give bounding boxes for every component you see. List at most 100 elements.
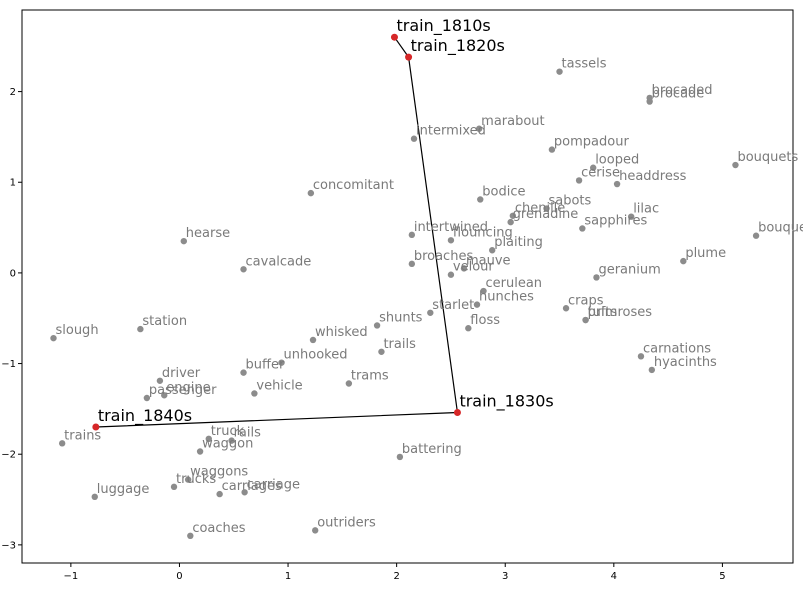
word-point	[408, 231, 416, 239]
trajectory-point	[92, 423, 100, 431]
word-label: passenger	[149, 383, 217, 398]
word-label: velour	[453, 260, 494, 275]
x-tick-label: 2	[393, 571, 399, 582]
word-label: waggons	[190, 465, 248, 480]
x-tick-label: 0	[176, 571, 182, 582]
word-label: waggon	[202, 436, 253, 451]
word-point	[196, 448, 204, 455]
word-point	[311, 527, 319, 534]
word-point	[91, 493, 98, 501]
word-point	[58, 440, 66, 447]
word-label: flouncing	[453, 225, 513, 240]
trajectory-label: train_1810s	[396, 16, 490, 36]
word-label: coaches	[192, 521, 245, 536]
y-tick-label: −1	[1, 359, 16, 370]
word-label: bouquet	[758, 221, 803, 236]
word-point	[396, 453, 404, 461]
word-point	[184, 476, 192, 483]
word-label: rails	[234, 426, 262, 441]
word-point	[646, 98, 653, 105]
word-point	[241, 489, 248, 496]
word-point	[543, 205, 550, 212]
word-label: plume	[685, 246, 726, 261]
word-label: trails	[383, 337, 416, 352]
x-tick-label: 1	[285, 571, 291, 582]
trajectory-point	[390, 33, 398, 41]
word-label: plaiting	[494, 235, 543, 250]
word-point	[228, 437, 235, 444]
word-point	[480, 287, 487, 295]
word-point	[752, 232, 760, 239]
x-tick-label: 3	[502, 571, 508, 582]
word-point	[589, 164, 597, 171]
word-point	[648, 366, 656, 374]
word-label: shunts	[379, 310, 423, 325]
word-point	[240, 369, 247, 376]
y-tick-label: −2	[1, 450, 16, 461]
word-point	[447, 271, 455, 278]
word-label: hearse	[186, 226, 230, 241]
word-point	[548, 146, 556, 153]
word-point	[465, 325, 472, 332]
word-point	[410, 135, 418, 142]
trajectory-point	[405, 53, 413, 61]
word-point	[613, 180, 621, 188]
trajectory-path	[95, 36, 459, 428]
word-label: sapphires	[584, 213, 647, 228]
word-label: engine	[166, 380, 210, 395]
word-label: cerise	[581, 165, 620, 180]
word-label: floss	[470, 313, 500, 328]
word-label: hunches	[479, 290, 534, 305]
word-label: tufts	[588, 305, 618, 320]
word-point	[475, 125, 483, 132]
word-label: battering	[402, 442, 462, 457]
word-point	[373, 322, 381, 329]
word-label: hyacinths	[654, 355, 717, 370]
word-label: trucks	[176, 472, 216, 487]
word-point	[582, 316, 589, 324]
word-label: geranium	[598, 262, 660, 277]
y-tick-label: −3	[1, 540, 16, 551]
y-tick-label: 2	[10, 87, 16, 98]
trajectory-line	[95, 36, 459, 428]
word-point	[309, 336, 317, 344]
word-point	[556, 68, 563, 75]
word-point	[460, 265, 468, 272]
x-tick-label: −1	[63, 571, 78, 582]
word-point	[345, 380, 353, 387]
word-point	[156, 377, 164, 384]
word-label: whisked	[315, 325, 368, 340]
word-label: tassels	[562, 57, 607, 72]
word-label: station	[142, 314, 187, 329]
word-label: vehicle	[256, 378, 302, 393]
word-label: broaches	[414, 249, 474, 264]
word-point	[732, 161, 739, 169]
word-point	[137, 325, 144, 333]
trajectory-point	[453, 409, 461, 417]
word-point	[143, 394, 151, 402]
word-point	[477, 196, 484, 203]
plot-frame	[21, 9, 794, 564]
y-tick-label: 1	[10, 178, 16, 189]
word-label: slough	[55, 323, 98, 338]
word-label: carriage	[247, 477, 300, 492]
word-label: lilac	[633, 202, 659, 217]
word-label: bodice	[482, 184, 525, 199]
word-point	[507, 218, 514, 226]
word-point	[593, 274, 600, 281]
word-label: bouquets	[737, 150, 798, 165]
word-label: looped	[595, 153, 639, 168]
word-point	[562, 305, 570, 312]
word-point	[161, 392, 168, 399]
word-label: trams	[351, 369, 389, 384]
word-label: brocaded	[652, 83, 713, 98]
x-tick-label: 5	[719, 571, 725, 582]
word-label: headdress	[619, 169, 687, 184]
word-point	[579, 225, 586, 232]
word-point	[187, 532, 194, 540]
word-point	[216, 490, 223, 498]
word-label: primroses	[588, 305, 653, 320]
word-label: carriages	[222, 479, 282, 494]
